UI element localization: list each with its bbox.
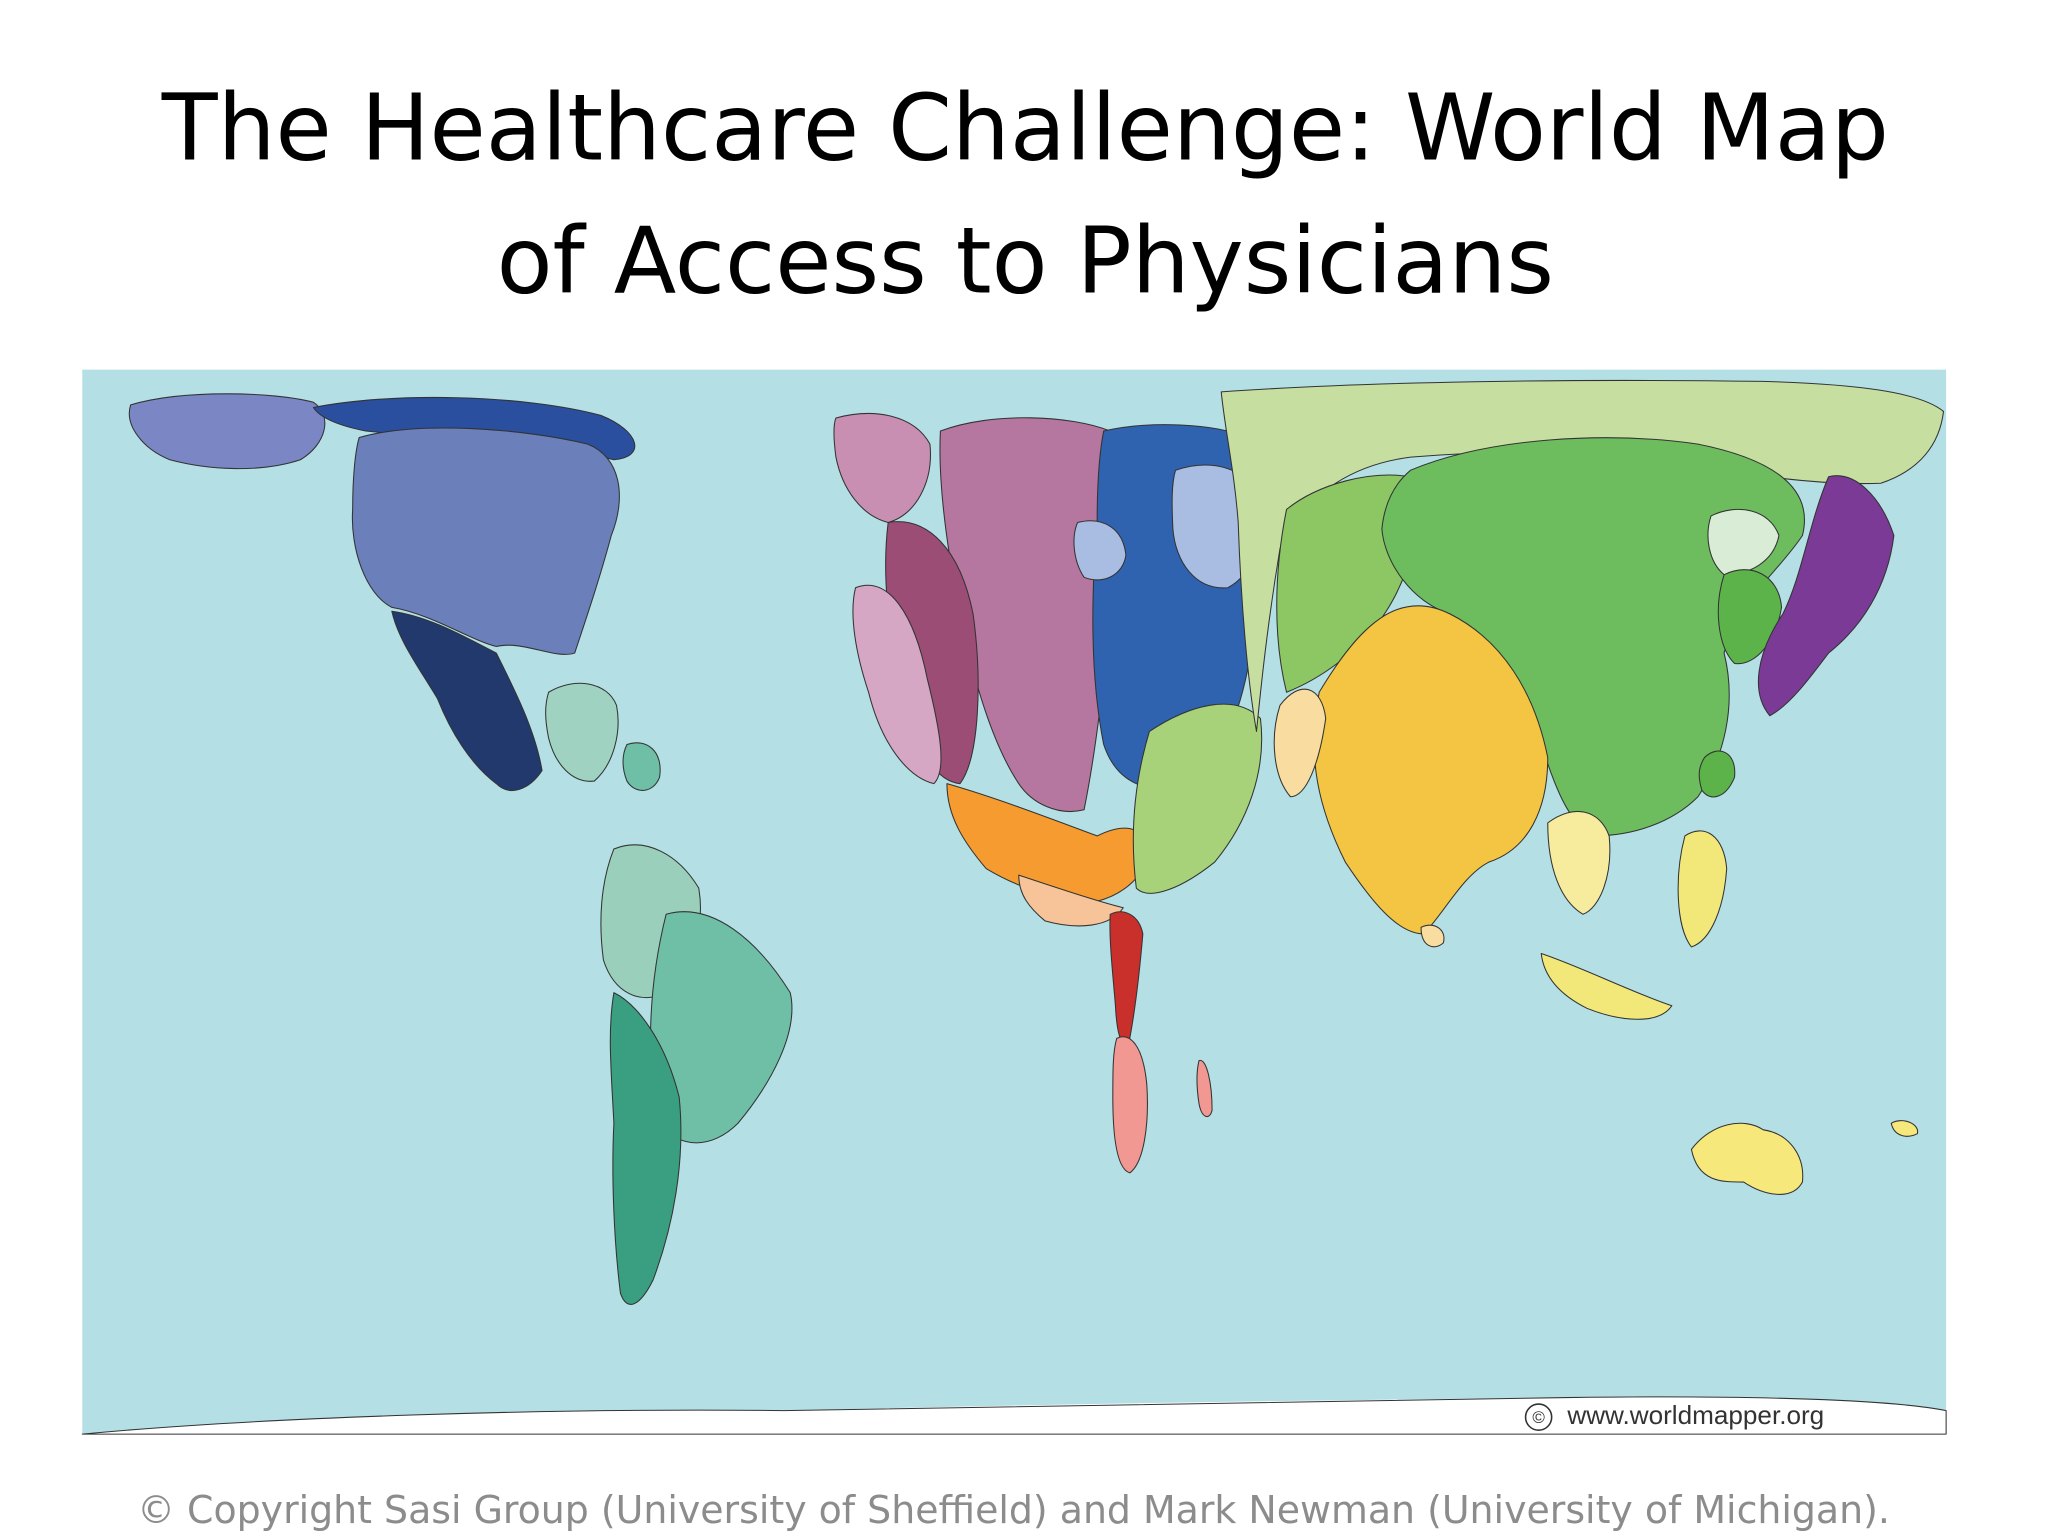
region — [545, 682, 619, 782]
region — [81, 1396, 1947, 1435]
region — [1273, 688, 1327, 798]
title-line: The Healthcare Challenge: World Map — [161, 74, 1889, 181]
region — [1690, 1122, 1804, 1195]
region — [1540, 952, 1673, 1020]
watermark: www.worldmapper.org — [1566, 1400, 1824, 1430]
region — [1677, 830, 1728, 948]
watermark-circle — [1524, 1403, 1553, 1431]
region — [1381, 437, 1805, 837]
region — [1073, 520, 1127, 581]
copyright: © Copyright Sasi Group (University of Sh… — [137, 1488, 1890, 1532]
watermark-symbol: © — [1532, 1408, 1545, 1427]
region — [622, 742, 661, 791]
region — [1196, 1060, 1213, 1118]
region — [1313, 605, 1549, 935]
region — [1698, 750, 1736, 798]
region — [351, 427, 620, 655]
region — [1420, 924, 1445, 948]
region — [1890, 1120, 1918, 1137]
region — [1276, 474, 1417, 693]
region — [1132, 703, 1263, 894]
region — [128, 393, 326, 470]
region — [609, 992, 682, 1305]
region — [946, 783, 1150, 902]
cartogram-map: © www.worldmapper.org — [81, 369, 1947, 1435]
region — [852, 584, 942, 785]
region — [391, 610, 543, 791]
region — [1112, 1036, 1148, 1174]
region — [1547, 810, 1611, 915]
region — [833, 413, 931, 523]
title-line: of Access to Physicians — [497, 208, 1554, 315]
region — [1757, 475, 1895, 717]
region — [1018, 874, 1124, 927]
region — [1707, 508, 1780, 576]
